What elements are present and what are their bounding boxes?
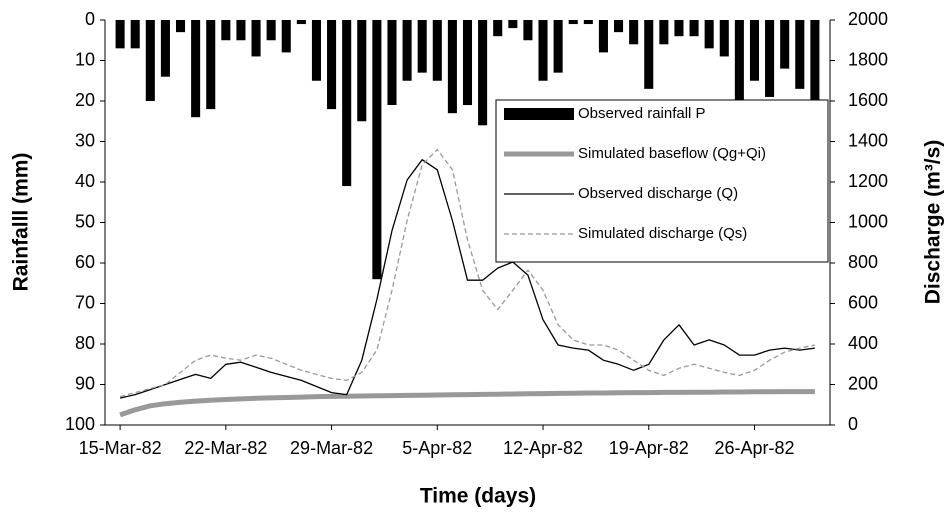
rain-bar xyxy=(689,20,699,37)
rain-bar xyxy=(206,20,216,110)
y-tick-label: 30 xyxy=(75,130,95,150)
y-tick-label: 20 xyxy=(75,90,95,110)
rain-bar xyxy=(644,20,654,89)
rain-bar xyxy=(493,20,503,37)
rain-bar xyxy=(568,20,578,25)
rain-bar xyxy=(266,20,276,41)
y2-axis-title: Discharge (m³/s) xyxy=(922,140,945,305)
y2-tick-label: 800 xyxy=(848,252,878,272)
x-tick-label: 22-Mar-82 xyxy=(184,438,267,458)
legend-box xyxy=(495,99,829,263)
y-axis-title: Rainfalll (mm) xyxy=(10,153,33,292)
rain-bar xyxy=(674,20,684,37)
y2-tick-label: 200 xyxy=(848,373,878,393)
y-tick-label: 40 xyxy=(75,171,95,191)
rain-bar xyxy=(327,20,337,110)
series-line xyxy=(119,159,815,399)
y2-tick-label: 1200 xyxy=(848,171,888,191)
rain-bar xyxy=(311,20,321,81)
series-line xyxy=(119,148,816,398)
y-tick-label: 10 xyxy=(75,49,95,69)
y-tick-label: 70 xyxy=(75,292,95,312)
y-tick-label: 50 xyxy=(75,211,95,231)
x-axis-title: Time (days) xyxy=(420,485,536,508)
rain-bar xyxy=(629,20,639,45)
y2-tick-label: 1600 xyxy=(848,90,888,110)
rain-bar xyxy=(749,20,760,81)
rain-bar xyxy=(523,20,533,41)
y-tick-label: 100 xyxy=(65,414,95,434)
rain-bar xyxy=(719,20,729,57)
rain-bar xyxy=(432,20,442,81)
rain-bar xyxy=(372,20,382,280)
rain-bar xyxy=(115,20,125,49)
y-tick-label: 0 xyxy=(85,9,95,29)
y2-tick-label: 0 xyxy=(848,414,858,434)
rain-bar xyxy=(447,20,457,114)
x-tick-label: 29-Mar-82 xyxy=(290,438,373,458)
rain-bar xyxy=(614,20,624,33)
rain-bar xyxy=(659,20,669,45)
y-tick-label: 90 xyxy=(75,373,95,393)
rain-bar xyxy=(508,20,518,29)
x-tick-label: 19-Apr-82 xyxy=(609,438,689,458)
rain-bar xyxy=(598,20,608,53)
rain-bar xyxy=(553,20,563,73)
y2-tick-label: 1800 xyxy=(848,49,888,69)
rain-bar xyxy=(175,20,186,33)
y2-tick-label: 600 xyxy=(848,292,878,312)
rain-bar xyxy=(538,20,548,81)
rain-bar xyxy=(810,20,820,130)
x-tick-label: 12-Apr-82 xyxy=(503,438,583,458)
rain-bar xyxy=(191,20,201,118)
legend-label: Observed discharge (Q) xyxy=(578,185,738,202)
rain-bar xyxy=(251,20,261,57)
y2-tick-label: 1400 xyxy=(848,130,888,150)
rain-bar xyxy=(387,20,397,106)
rain-bar xyxy=(130,20,140,49)
rain-bar xyxy=(402,20,412,81)
y2-tick-label: 400 xyxy=(848,333,878,353)
rain-bar xyxy=(236,20,246,41)
rain-bar xyxy=(795,20,805,89)
rain-bar xyxy=(462,20,473,106)
rain-bar xyxy=(704,20,714,49)
x-tick-label: 5-Apr-82 xyxy=(402,438,472,458)
rain-bar xyxy=(221,20,231,41)
rain-bar xyxy=(281,20,291,53)
rain-bar xyxy=(417,20,427,73)
rain-bar xyxy=(583,20,593,25)
rain-bar xyxy=(145,20,155,101)
rain-bar xyxy=(478,20,488,126)
x-tick-label: 15-Mar-82 xyxy=(79,438,162,458)
rain-bar xyxy=(357,20,367,122)
rain-bar xyxy=(342,20,352,187)
series-line xyxy=(119,389,815,418)
rain-bar xyxy=(734,20,744,110)
legend-label: Simulated discharge (Qs) xyxy=(578,225,747,242)
legend-label: Observed rainfall P xyxy=(578,105,706,122)
x-tick-label: 26-Apr-82 xyxy=(714,438,794,458)
rain-bar xyxy=(780,20,790,69)
y-tick-label: 60 xyxy=(75,252,95,272)
y2-tick-label: 1000 xyxy=(848,211,888,231)
legend-swatch xyxy=(504,108,574,120)
y2-tick-label: 2000 xyxy=(848,9,888,29)
rain-bar xyxy=(765,20,775,97)
rain-bar xyxy=(296,20,306,25)
legend-label: Simulated baseflow (Qg+Qi) xyxy=(578,145,766,162)
rain-bar xyxy=(160,20,170,77)
y-tick-label: 80 xyxy=(75,333,95,353)
